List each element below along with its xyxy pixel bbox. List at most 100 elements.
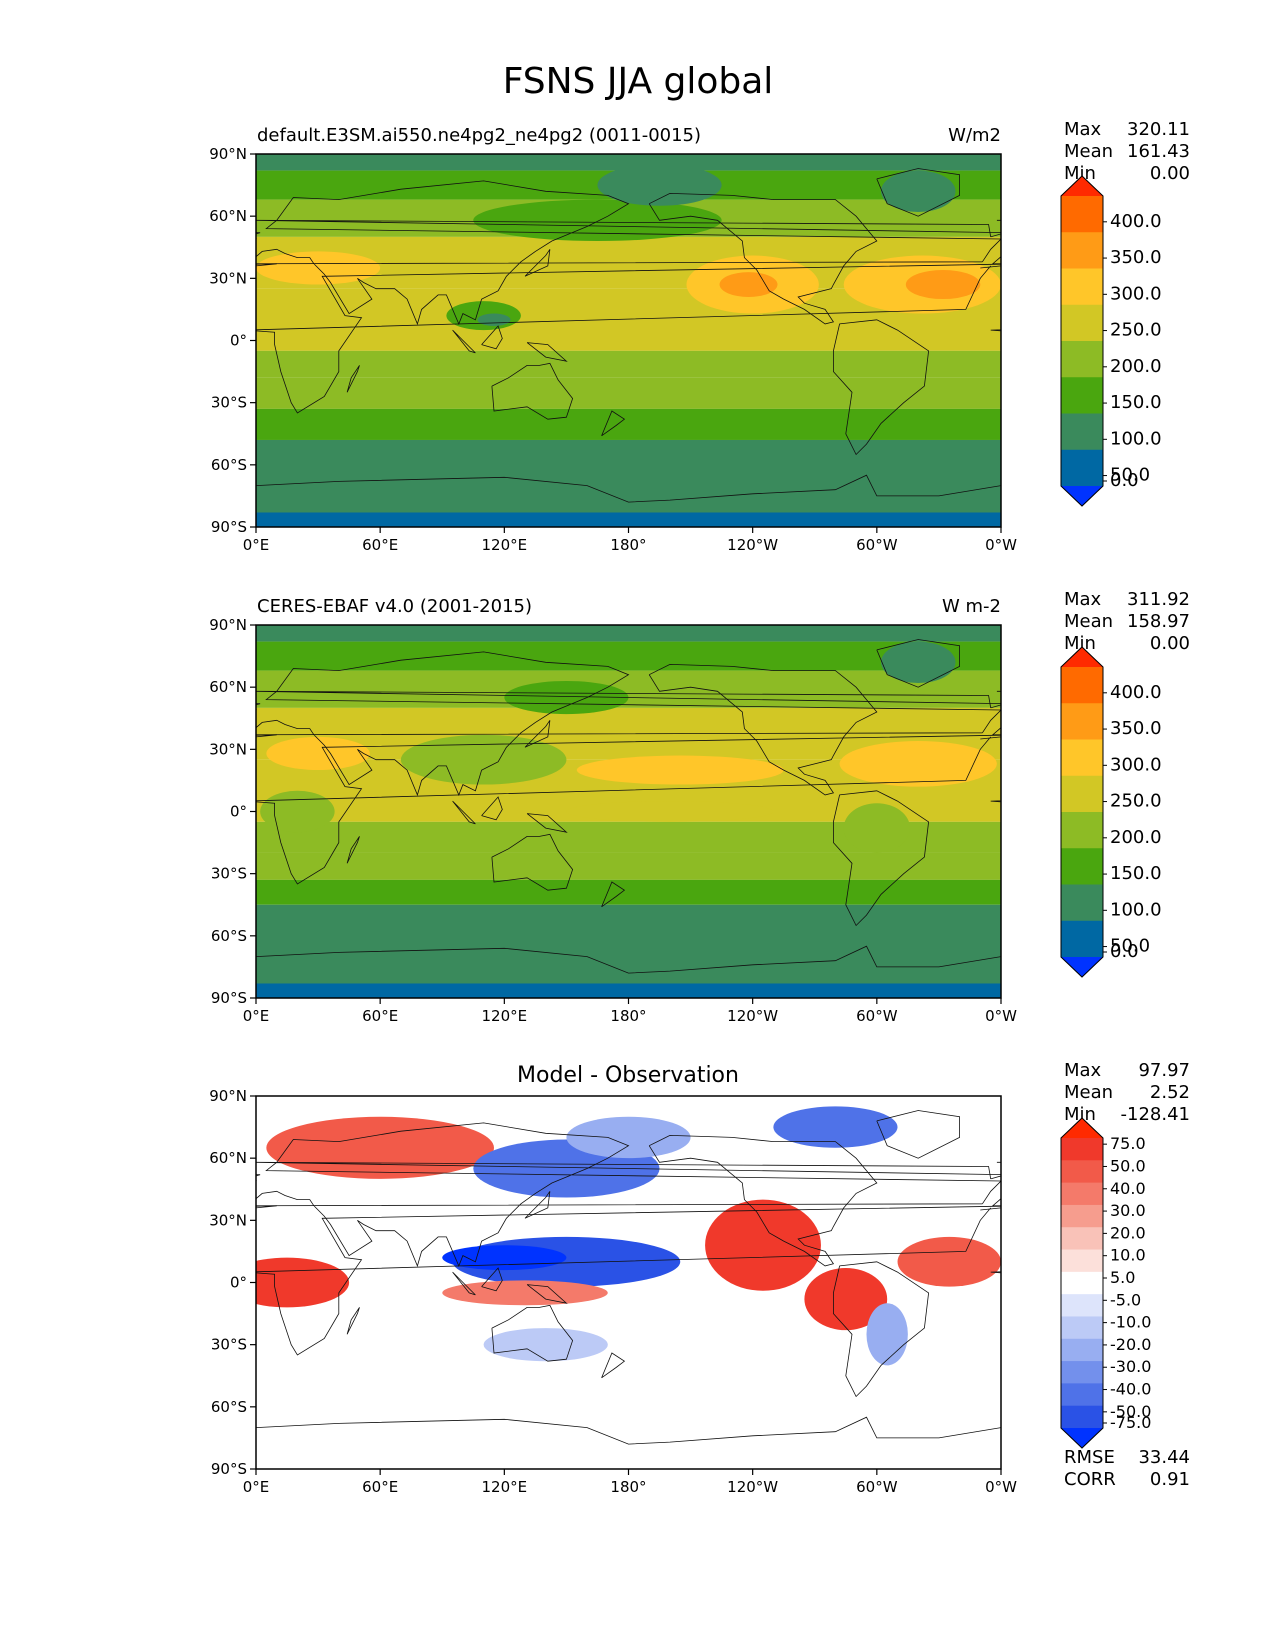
panel-diff-axes: 90°N 60°N 30°N 0° 30°S 60°S 90°S0°E 60°E 120°E 18…	[209, 1087, 1017, 1496]
colorbar-tick-label: 350.0	[1110, 718, 1162, 739]
stat-max-value: 311.92	[1127, 589, 1190, 610]
coastline	[88, 320, 183, 455]
coastline	[996, 1161, 1001, 1163]
zonal-band	[256, 512, 1001, 527]
anomaly-region	[597, 164, 722, 206]
zonal-band	[256, 625, 1001, 642]
coastline	[132, 169, 215, 217]
metric-corr-value: 0.91	[1150, 1469, 1190, 1490]
lat-tick-label: 60°S	[211, 1398, 247, 1416]
anomaly-region	[866, 1303, 908, 1366]
anomaly-region	[839, 741, 997, 787]
colorbar-tick-label: 200.0	[1110, 827, 1162, 848]
coastline	[256, 474, 1001, 503]
zonal-band	[256, 350, 1001, 378]
lat-tick-label: 60°S	[211, 456, 247, 474]
panel-obs: CERES-EBAF v4.0 (2001-2015) W m-2 90°N 60…	[132, 589, 1221, 1025]
colorbar-segment	[1061, 1204, 1103, 1228]
colorbar-tick-label: -5.0	[1110, 1290, 1141, 1309]
coastline	[1270, 249, 1275, 276]
coastline	[526, 813, 568, 833]
coastline	[996, 219, 1001, 221]
colorbar-segment	[1061, 848, 1103, 885]
colorbar-segment	[1061, 1182, 1103, 1206]
coastline	[526, 342, 568, 362]
stat-max-label: Max	[1064, 119, 1102, 140]
metric-rmse-label: RMSE	[1064, 1447, 1115, 1468]
colorbar-segment	[1061, 739, 1103, 777]
zonal-band	[256, 879, 1001, 905]
colorbar-segment	[1061, 449, 1103, 487]
lat-tick-label: 90°N	[209, 1087, 247, 1105]
metric-rmse-value: 33.44	[1138, 1447, 1190, 1468]
zonal-band	[256, 439, 1001, 513]
colorbar-extend-bottom	[1061, 1428, 1103, 1448]
panel-model-title-left: default.E3SM.ai550.ne4pg2_ne4pg2 (0011-0…	[257, 125, 701, 146]
lat-tick-label: 30°S	[211, 394, 247, 412]
lat-tick-label: 0°	[230, 1274, 247, 1292]
coastline	[833, 1261, 930, 1398]
colorbar-tick-label: 150.0	[1110, 392, 1162, 413]
colorbar-tick-label: -30.0	[1110, 1357, 1151, 1376]
colorbar-extend-top	[1061, 176, 1103, 196]
lon-tick-label: 60°W	[856, 1007, 898, 1025]
colorbar-segment	[1061, 775, 1103, 813]
lat-tick-label: 90°N	[209, 616, 247, 634]
stat-mean-value: 2.52	[1150, 1082, 1190, 1103]
anomaly-region	[477, 313, 511, 326]
panel-obs-colorbar: 400.0 350.0 300.0 250.0 200.0 150.0 100.0 50.00…	[1060, 646, 1162, 978]
colorbar-segment	[1061, 341, 1103, 378]
lon-tick-label: 0°E	[243, 1007, 270, 1025]
zonal-band	[256, 852, 1001, 880]
lon-tick-label: 120°W	[727, 536, 778, 554]
colorbar-extend-top	[1061, 1118, 1103, 1138]
colorbar-tick-label: -50.0	[1110, 1402, 1151, 1421]
colorbar-segment	[1061, 413, 1103, 451]
coastline	[1198, 801, 1221, 824]
colorbar-tick-label: 350.0	[1110, 247, 1162, 268]
panel-diff-field	[132, 1096, 1001, 1469]
colorbar-tick-label: -40.0	[1110, 1380, 1151, 1399]
coastline	[132, 640, 215, 688]
lon-tick-label: 120°E	[482, 1007, 528, 1025]
coastline	[481, 325, 503, 350]
colorbar-tick-label: 400.0	[1110, 211, 1162, 232]
colorbar-tick-label: 400.0	[1110, 682, 1162, 703]
anomaly-region	[504, 680, 629, 715]
stat-min-value: -128.41	[1121, 1104, 1190, 1125]
metric-corr-label: CORR	[1064, 1469, 1116, 1490]
colorbar-segment	[1061, 304, 1103, 342]
colorbar-segment	[1061, 1160, 1103, 1184]
colorbar-segment	[1061, 1383, 1103, 1407]
anomaly-region	[897, 1236, 1001, 1287]
panel-model-title-right: W/m2	[948, 125, 1001, 146]
lon-tick-label: 120°E	[482, 536, 528, 554]
coastline	[1198, 330, 1221, 353]
colorbar-segment	[1061, 1316, 1103, 1340]
panel-model-colorbar: 400.0 350.0 300.0 250.0 200.0 150.0 100.0 50.00…	[1060, 175, 1162, 507]
colorbar-segment	[1061, 232, 1103, 269]
coastline	[491, 362, 574, 420]
colorbar-extend-top	[1061, 647, 1103, 667]
panel-model: default.E3SM.ai550.ne4pg2_ne4pg2 (0011-0…	[88, 119, 1275, 554]
anomaly-region	[773, 1106, 898, 1148]
panel-obs-stats: Max 311.92 Mean 158.97 Min 0.00	[1064, 589, 1190, 654]
coastline	[132, 1111, 215, 1159]
lon-tick-label: 0°E	[243, 1478, 270, 1496]
coastline	[876, 639, 960, 688]
anomaly-region	[483, 1328, 608, 1362]
lon-tick-label: 120°E	[482, 1478, 528, 1496]
stat-max-value: 97.97	[1138, 1060, 1190, 1081]
coastline	[648, 663, 878, 796]
colorbar-segment	[1061, 196, 1103, 233]
colorbar-segment	[1061, 1338, 1103, 1362]
panel-model-stats: Max 320.11 Mean 161.43 Min 0.00	[1064, 119, 1190, 184]
anomaly-region	[880, 641, 956, 684]
colorbar-extend-bottom	[1061, 486, 1103, 506]
lat-tick-label: 90°S	[211, 1460, 247, 1478]
colorbar-tick-label: 250.0	[1110, 791, 1162, 812]
stat-min-label: Min	[1064, 1104, 1096, 1125]
colorbar-tick-label: 50.0	[1110, 936, 1150, 957]
coastline	[526, 1284, 568, 1304]
